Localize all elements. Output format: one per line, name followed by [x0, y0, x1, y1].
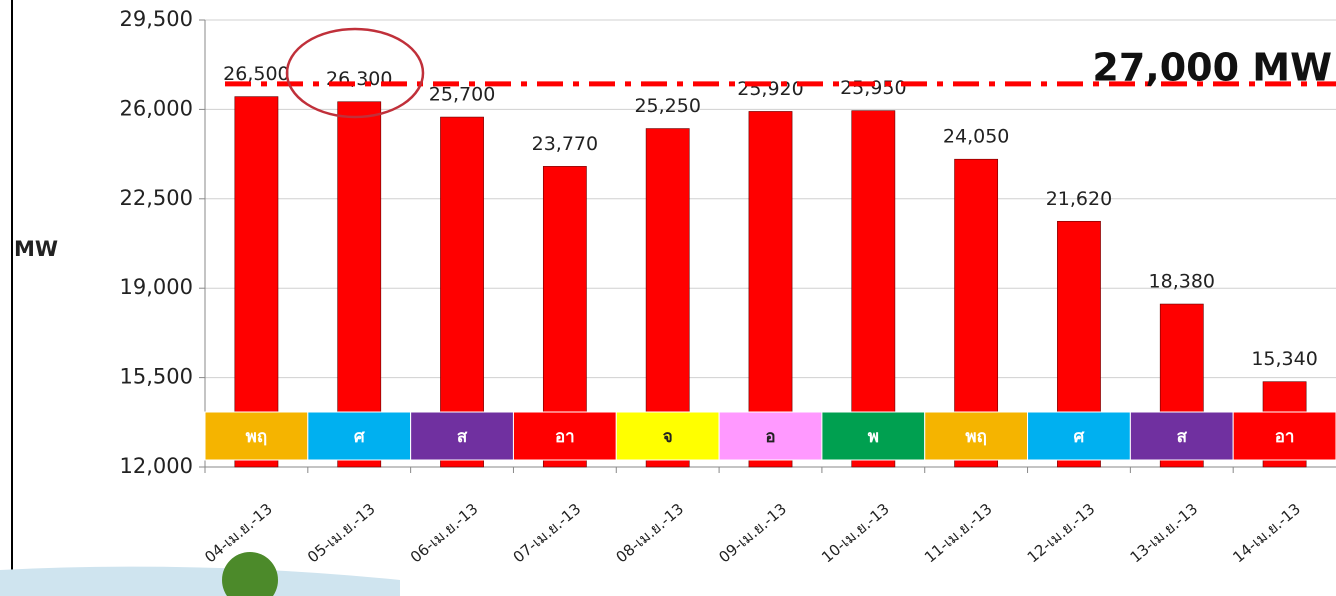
value-label: 26,300	[326, 68, 392, 90]
bar	[440, 116, 484, 468]
day-label: ศ	[1074, 427, 1086, 447]
day-box	[1027, 411, 1131, 461]
bg-decoration	[0, 566, 400, 596]
value-label: 25,250	[634, 95, 700, 117]
day-box	[512, 411, 617, 461]
value-label: 18,380	[1149, 271, 1215, 293]
reference-label: 27,000 MW	[1092, 45, 1332, 89]
bar	[851, 110, 896, 468]
y-tick-label: 22,500	[120, 186, 193, 210]
value-label: 25,700	[429, 84, 495, 106]
day-label: ศ	[354, 427, 366, 447]
y-tick-label: 12,000	[120, 454, 193, 478]
value-label: 15,340	[1251, 348, 1317, 370]
day-box	[1129, 411, 1234, 461]
bar	[645, 128, 690, 468]
value-label: 25,950	[840, 77, 906, 99]
value-label: 26,500	[223, 63, 289, 85]
value-label: 24,050	[943, 126, 1009, 148]
day-label: ส	[457, 427, 468, 447]
bar	[234, 96, 279, 468]
y-axis-label: MW	[14, 237, 58, 261]
y-tick-label: 15,500	[120, 365, 193, 389]
bar	[748, 111, 793, 468]
y-tick-label: 19,000	[120, 275, 193, 299]
day-box	[204, 411, 309, 461]
bg-tree	[222, 552, 278, 596]
day-label: พ	[868, 427, 879, 447]
day-label: พฤ	[246, 427, 268, 447]
day-box	[410, 411, 514, 461]
day-box	[307, 411, 412, 461]
highlight-circle	[285, 27, 425, 119]
day-label: อา	[1275, 427, 1295, 447]
bar	[337, 101, 382, 468]
day-box	[1232, 411, 1336, 461]
day-label: จ	[663, 427, 673, 447]
day-box	[924, 411, 1029, 461]
y-tick-label: 26,000	[120, 96, 193, 120]
y-tick-label: 29,500	[120, 7, 193, 31]
day-box	[821, 411, 926, 461]
day-label: พฤ	[965, 427, 987, 447]
value-label: 23,770	[532, 133, 598, 155]
day-label: อา	[555, 427, 575, 447]
day-label: อ	[765, 427, 775, 447]
value-label: 25,920	[737, 78, 803, 100]
day-label: ส	[1177, 427, 1188, 447]
value-label: 21,620	[1046, 188, 1112, 210]
